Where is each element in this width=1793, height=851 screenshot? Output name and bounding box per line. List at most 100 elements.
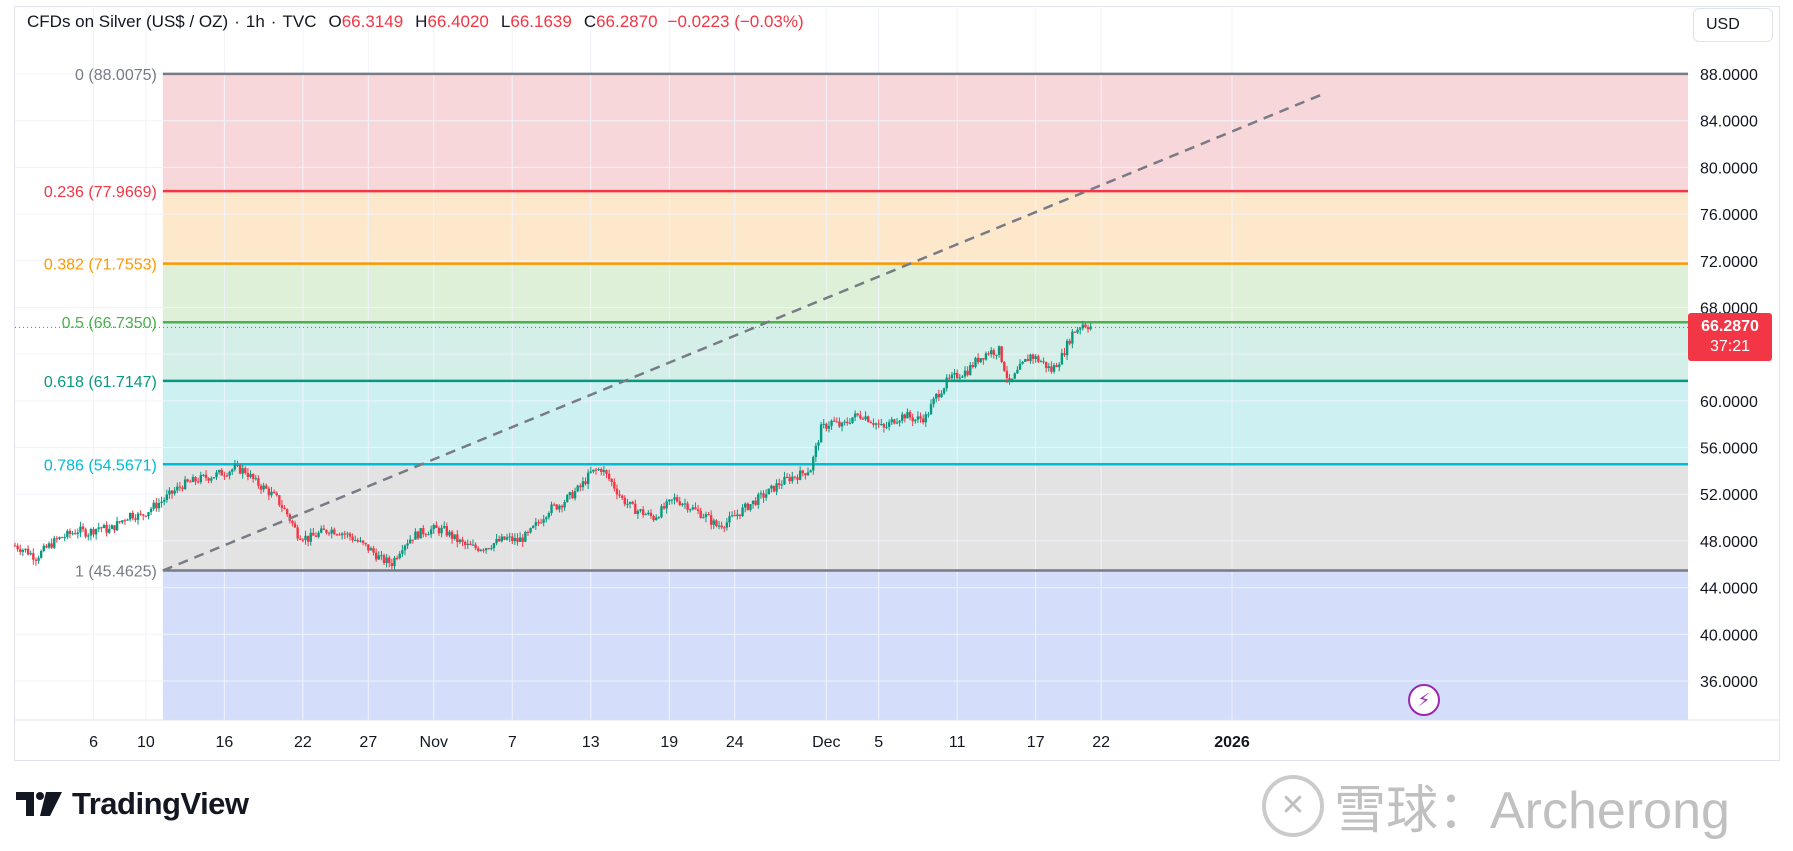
candle-body <box>649 512 653 517</box>
candle-body <box>330 529 333 534</box>
candle-body <box>364 542 367 545</box>
symbol-header: CFDs on Silver (US$ / OZ) · 1h · TVC O 6… <box>27 12 804 32</box>
candle-body <box>210 478 213 481</box>
candle-body <box>283 507 286 510</box>
candle-body <box>241 468 244 474</box>
open-value: 66.3149 <box>341 12 404 31</box>
candle-body <box>526 532 530 534</box>
y-tick-label: 60.0000 <box>1700 394 1758 411</box>
x-tick-label: 22 <box>294 734 312 751</box>
candle-body <box>1008 378 1011 380</box>
candle-body <box>620 495 624 498</box>
last-price-tag: 66.2870 37:21 <box>1688 313 1772 361</box>
candle-body <box>142 514 145 516</box>
candle-body <box>24 548 27 550</box>
candle-body <box>377 555 380 560</box>
y-tick-label: 84.0000 <box>1700 114 1758 131</box>
currency-button[interactable]: USD <box>1693 8 1773 42</box>
candle-body <box>610 479 613 482</box>
high-value: 66.4020 <box>427 12 489 31</box>
candle-body <box>254 478 257 480</box>
candle-body <box>270 491 273 496</box>
candle-body <box>474 544 477 549</box>
price-axis[interactable]: 88.000084.000080.000076.000072.000068.00… <box>1700 67 1758 691</box>
candle-body <box>401 550 404 554</box>
candle-body <box>809 470 812 473</box>
candle-body <box>333 529 336 535</box>
candle-body <box>233 464 237 470</box>
candle-body <box>197 481 200 483</box>
candle-body <box>673 497 676 500</box>
candle-body <box>500 536 503 542</box>
candle-body <box>929 404 933 415</box>
candle-body <box>97 527 100 529</box>
y-tick-label: 36.0000 <box>1700 674 1758 691</box>
candle-body <box>1044 361 1048 369</box>
interval-label[interactable]: 1h <box>245 12 265 31</box>
candle-body <box>29 553 32 555</box>
candle-body <box>223 475 226 477</box>
candle-body <box>613 481 616 489</box>
candle-body <box>76 532 80 535</box>
lightning-icon[interactable]: ⚡ <box>1408 684 1440 716</box>
candle-body <box>55 538 59 540</box>
candle-body <box>327 532 331 534</box>
tradingview-logo[interactable]: TradingView <box>16 786 249 822</box>
candle-body <box>429 529 433 535</box>
trendline-layer[interactable] <box>162 92 1325 572</box>
candle-body <box>804 473 807 476</box>
candle-body <box>969 365 972 375</box>
candle-body <box>754 500 757 505</box>
x-tick-label: 27 <box>359 734 377 751</box>
candle-body <box>16 545 19 550</box>
candle-body <box>278 495 281 506</box>
candle-body <box>1037 356 1040 362</box>
dashed-trendline[interactable] <box>162 92 1325 572</box>
candle-body <box>275 493 278 496</box>
candle-body <box>997 346 1001 355</box>
candle-body <box>791 476 794 482</box>
candle-body <box>655 517 658 521</box>
candle-body <box>238 464 242 474</box>
candle-body <box>291 520 294 524</box>
y-tick-label: 48.0000 <box>1700 534 1758 551</box>
candle-body <box>717 525 721 527</box>
candle-body <box>382 555 386 564</box>
candle-body <box>1005 370 1009 379</box>
time-axis[interactable]: 6 10 16 22 27 Nov 7 13 19 24 Dec 5 11 17 22 2026 <box>15 719 1780 751</box>
snowball-logo-icon: ✕ <box>1262 774 1324 837</box>
candle-body <box>1018 363 1022 370</box>
candle-body <box>566 495 569 502</box>
x-tick-label: 11 <box>949 734 966 751</box>
candle-body <box>867 416 870 423</box>
candle-body <box>346 533 349 535</box>
candle-body <box>482 549 485 551</box>
candle-body <box>92 529 95 535</box>
candle-body <box>79 526 82 533</box>
candle-body <box>189 481 192 483</box>
candle-body <box>916 416 920 420</box>
candle-body <box>390 563 394 567</box>
candle-body <box>348 533 352 537</box>
candle-body <box>102 524 106 529</box>
symbol-name[interactable]: CFDs on Silver (US$ / OZ) <box>27 12 229 31</box>
fib-label-0.236: 0.236 (77.9669) <box>44 184 157 201</box>
candle-body <box>1029 354 1032 362</box>
candle-body <box>26 548 30 555</box>
candle-body <box>757 494 760 505</box>
candle-body <box>466 543 469 546</box>
candle-body <box>1042 361 1045 363</box>
x-tick-label: 17 <box>1027 734 1045 751</box>
candle-body <box>126 519 129 521</box>
candle-body <box>736 514 739 517</box>
candle-body <box>139 513 142 515</box>
candle-body <box>39 550 43 558</box>
candle-body <box>84 529 87 537</box>
candle-body <box>1073 331 1077 333</box>
candle-body <box>639 509 642 511</box>
candle-body <box>13 545 17 547</box>
candle-body <box>1068 340 1071 344</box>
candle-body <box>1031 354 1035 359</box>
candle-body <box>32 553 35 560</box>
